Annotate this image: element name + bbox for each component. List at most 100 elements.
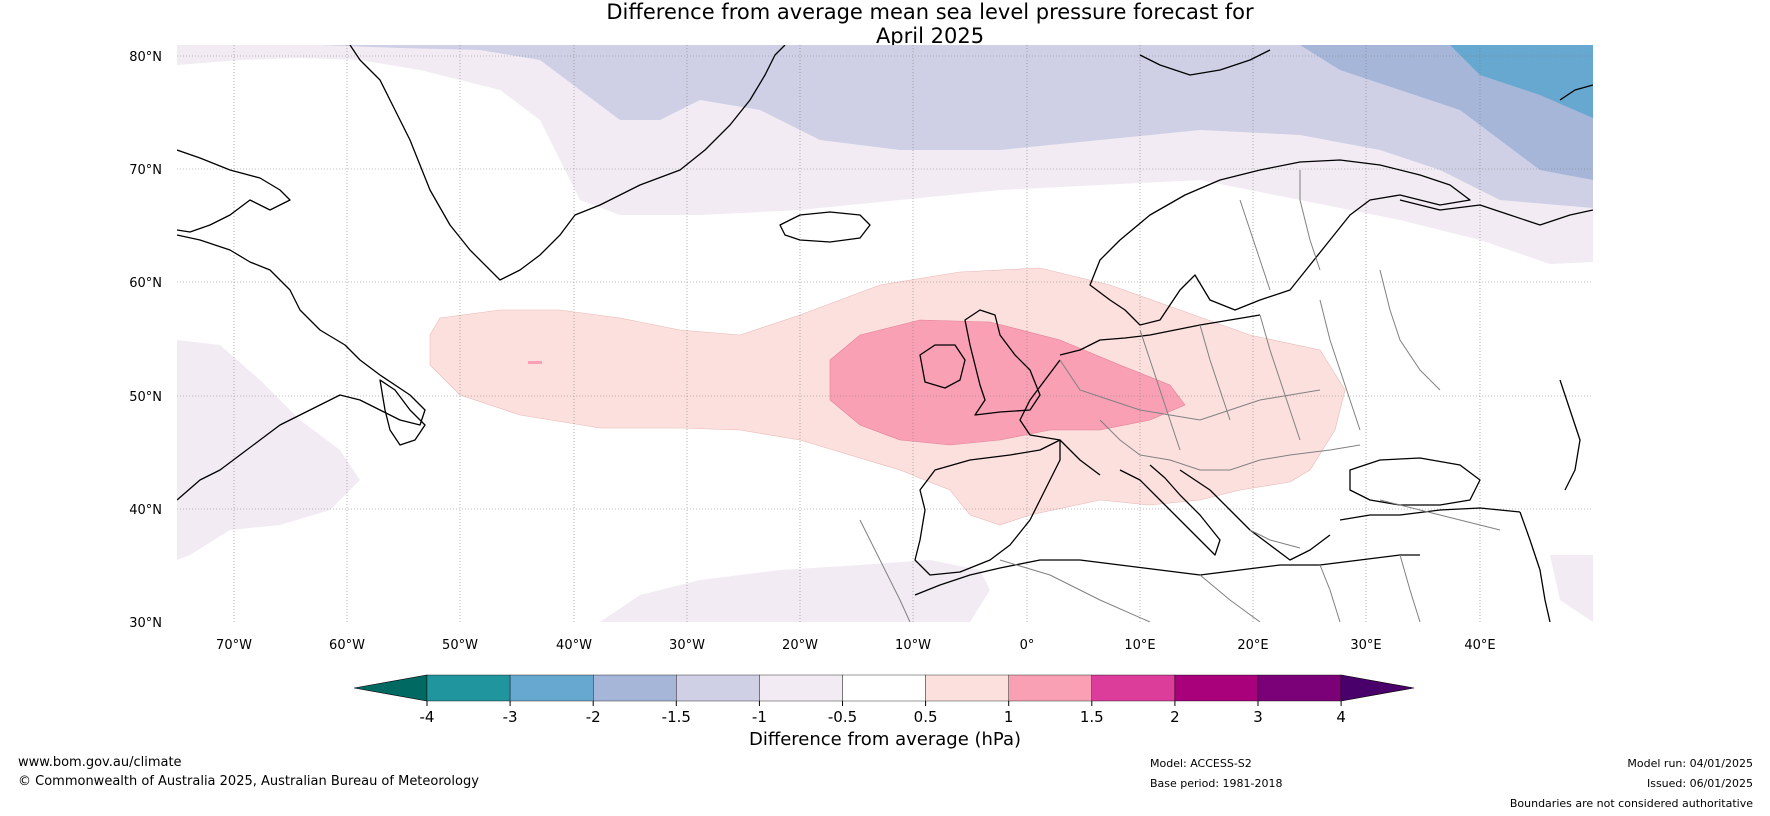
greenland-coast bbox=[349, 45, 786, 281]
title-line-1: Difference from average mean sea level p… bbox=[606, 0, 1254, 24]
border-line bbox=[1299, 170, 1321, 271]
baffin-coast bbox=[177, 234, 426, 501]
footer-model-run: Model run: 04/01/2025 bbox=[1627, 757, 1753, 770]
country-borders bbox=[859, 170, 1501, 622]
lon-label: 20°E bbox=[1237, 638, 1268, 653]
lon-label: 10°W bbox=[895, 638, 931, 653]
lon-label: 30°W bbox=[669, 638, 705, 653]
colorbar-segment bbox=[759, 674, 843, 702]
lon-label: 40°E bbox=[1464, 638, 1495, 653]
border-line bbox=[1239, 199, 1271, 291]
colorbar-tick-label: -0.5 bbox=[828, 708, 857, 726]
canadian-arctic-coast bbox=[177, 149, 291, 233]
lat-label: 70°N bbox=[129, 163, 162, 178]
latitude-labels: 80°N 70°N 60°N 50°N 40°N 30°N bbox=[129, 50, 162, 631]
lat-label: 80°N bbox=[129, 50, 162, 65]
colorbar-segment bbox=[426, 674, 511, 702]
newfoundland-coast bbox=[379, 379, 426, 446]
italy-coast bbox=[1119, 464, 1221, 556]
colorbar-segment bbox=[676, 674, 760, 702]
border-line bbox=[1399, 554, 1421, 622]
lon-label: 70°W bbox=[216, 638, 252, 653]
lat-label: 60°N bbox=[129, 276, 162, 291]
border-line bbox=[1249, 529, 1301, 549]
balkans-coast bbox=[1179, 469, 1331, 561]
colorbar-tick-label: 4 bbox=[1336, 708, 1346, 726]
colorbar-segment bbox=[1174, 674, 1259, 702]
anomaly-region-minus-2 bbox=[1450, 45, 1593, 118]
border-line bbox=[999, 559, 1151, 622]
scandinavia-coast bbox=[1089, 159, 1471, 326]
novaya-zemlya-coast bbox=[1559, 84, 1593, 101]
levant-coast bbox=[1519, 511, 1551, 622]
border-line bbox=[1319, 564, 1341, 622]
colorbar-tick-label: -3 bbox=[503, 708, 518, 726]
lon-label: 60°W bbox=[329, 638, 365, 653]
map-title: Difference from average mean sea level p… bbox=[0, 0, 1770, 48]
colorbar-segment bbox=[1008, 674, 1093, 702]
iceland-coast bbox=[779, 211, 871, 243]
colorbar-tick-label: -1.5 bbox=[662, 708, 691, 726]
footer-issued: Issued: 06/01/2025 bbox=[1646, 777, 1753, 790]
iberia-coast bbox=[914, 439, 1061, 576]
colorbar-tick-label: 0.5 bbox=[914, 708, 938, 726]
europe-north-coast bbox=[1059, 314, 1261, 356]
coastlines bbox=[177, 45, 1593, 622]
border-line bbox=[1379, 499, 1501, 531]
colorbar-segment bbox=[1091, 674, 1176, 702]
colorbar-tick-label: 1.5 bbox=[1080, 708, 1104, 726]
footer-disclaimer: Boundaries are not considered authoritat… bbox=[1509, 797, 1753, 810]
colorbar: -4 -3 -2 -1.5 -1 -0.5 0.5 1 1.5 2 3 4 bbox=[353, 674, 1415, 726]
colorbar-tick-label: -2 bbox=[586, 708, 601, 726]
colorbar-tick-label: 2 bbox=[1170, 708, 1180, 726]
colorbar-tick-label: -4 bbox=[420, 708, 435, 726]
anomaly-region-minus-1 bbox=[320, 45, 1593, 208]
caspian-coast bbox=[1559, 379, 1581, 491]
border-line bbox=[1099, 419, 1361, 471]
anomaly-shading bbox=[177, 45, 1593, 622]
lon-label: 50°W bbox=[442, 638, 478, 653]
anomaly-region-lower-right bbox=[1550, 555, 1593, 622]
footer-copyright: © Commonwealth of Australia 2025, Austra… bbox=[18, 774, 479, 789]
graticule bbox=[177, 45, 1593, 622]
lat-label: 30°N bbox=[129, 616, 162, 631]
black-sea-coast bbox=[1349, 457, 1481, 506]
border-line bbox=[1199, 574, 1261, 622]
turkey-coast bbox=[1339, 507, 1521, 521]
anomaly-region-plus-1 bbox=[829, 319, 1186, 446]
lon-label: 20°W bbox=[782, 638, 818, 653]
border-line bbox=[1139, 329, 1181, 451]
lon-label: 30°E bbox=[1350, 638, 1381, 653]
colorbar-extend-max bbox=[1340, 674, 1415, 702]
colorbar-segment bbox=[842, 674, 926, 702]
colorbar-tick-label: -1 bbox=[752, 708, 767, 726]
lat-label: 40°N bbox=[129, 503, 162, 518]
lon-label: 10°E bbox=[1124, 638, 1155, 653]
lat-label: 50°N bbox=[129, 390, 162, 405]
border-line bbox=[1379, 269, 1441, 391]
footer-base-period: Base period: 1981-2018 bbox=[1150, 777, 1283, 790]
russia-coast bbox=[1399, 199, 1593, 226]
colorbar-segment bbox=[593, 674, 677, 702]
anomaly-small-patch bbox=[528, 361, 542, 364]
anomaly-region-lower-center bbox=[600, 560, 990, 622]
colorbar-label: Difference from average (hPa) bbox=[749, 729, 1021, 750]
colorbar-segment bbox=[1257, 674, 1342, 702]
north-africa-coast bbox=[914, 554, 1420, 596]
title-line-2: April 2025 bbox=[875, 24, 985, 48]
border-line bbox=[1259, 314, 1301, 441]
lon-label: 0° bbox=[1020, 638, 1035, 653]
border-line bbox=[859, 519, 911, 622]
svalbard-coast bbox=[1139, 49, 1271, 76]
colorbar-tick-label: 3 bbox=[1253, 708, 1263, 726]
footer-website: www.bom.gov.au/climate bbox=[18, 755, 182, 770]
lon-label: 40°W bbox=[556, 638, 592, 653]
anomaly-region-lower-left bbox=[177, 340, 360, 560]
ireland-coast bbox=[919, 344, 966, 389]
great-britain-coast bbox=[964, 309, 1041, 416]
france-coast bbox=[1019, 359, 1101, 476]
longitude-labels: 70°W 60°W 50°W 40°W 30°W 20°W 10°W 0° 10… bbox=[216, 638, 1496, 653]
border-line bbox=[1059, 359, 1321, 421]
border-line bbox=[1199, 324, 1231, 421]
